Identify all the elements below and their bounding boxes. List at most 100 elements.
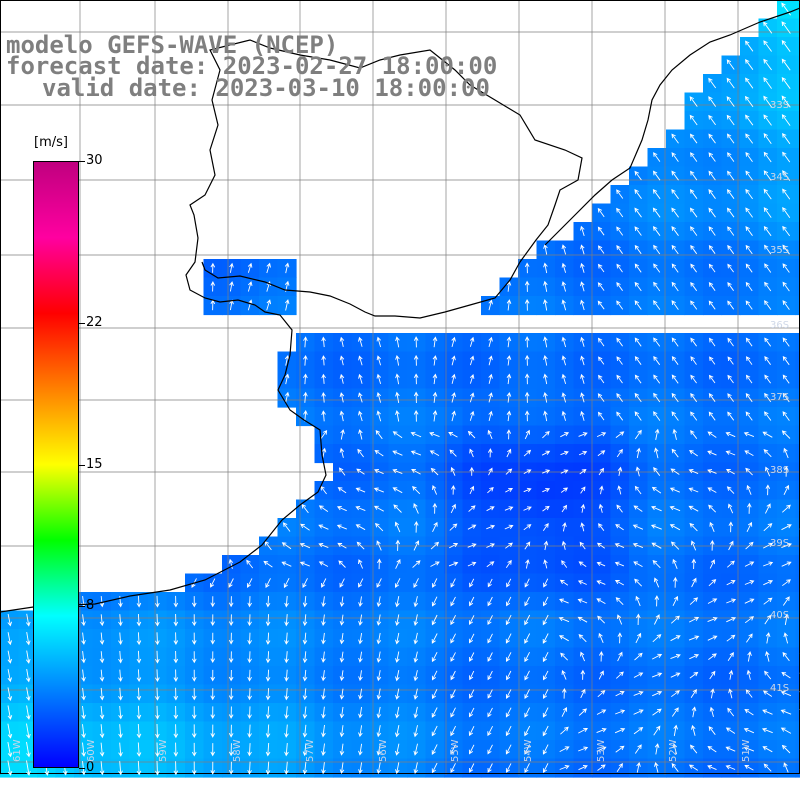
wind-arrow — [764, 374, 771, 384]
wind-arrow — [763, 449, 772, 458]
wind-arrow — [634, 170, 642, 181]
wind-arrow — [561, 336, 567, 348]
wind-arrow — [173, 595, 179, 608]
wind-arrow — [690, 152, 698, 162]
wind-speed-cell — [795, 684, 800, 704]
wind-arrow — [596, 598, 606, 604]
wind-arrow — [763, 225, 772, 237]
wind-arrow — [524, 541, 531, 550]
wind-arrow — [578, 708, 587, 716]
wind-arrow — [745, 411, 753, 421]
wind-arrow — [468, 615, 475, 626]
wind-arrow — [633, 561, 643, 567]
wind-arrow — [543, 559, 548, 569]
wind-arrow — [745, 170, 753, 181]
wind-arrow — [524, 578, 530, 588]
wind-arrow — [690, 337, 697, 347]
wind-arrow — [653, 263, 661, 273]
wind-arrow — [764, 614, 772, 625]
longitude-label: 53W — [596, 739, 607, 762]
wind-arrow — [431, 762, 438, 774]
wind-arrow — [634, 652, 643, 661]
wind-arrow — [782, 374, 790, 384]
wind-arrow — [763, 151, 772, 163]
wind-arrow — [780, 709, 792, 715]
wind-arrow — [561, 392, 567, 403]
wind-arrow — [375, 429, 383, 440]
wind-speed-cell — [795, 388, 800, 408]
wind-arrow — [727, 170, 735, 181]
wind-arrow — [432, 355, 438, 366]
wind-arrow — [392, 450, 403, 456]
wind-arrow — [395, 596, 400, 608]
wind-arrow — [376, 410, 382, 422]
wind-arrow — [577, 616, 588, 623]
wind-arrow — [451, 410, 456, 422]
wind-arrow — [634, 374, 642, 384]
wind-arrow — [155, 650, 160, 664]
wind-arrow — [303, 354, 308, 366]
wind-arrow — [413, 540, 420, 551]
wind-arrow — [210, 669, 215, 682]
latitude-label: 36S — [770, 320, 790, 331]
wind-arrow — [708, 579, 717, 587]
wind-arrow — [762, 709, 773, 715]
wind-arrow — [469, 689, 475, 699]
wind-arrow — [523, 487, 532, 493]
wind-arrow — [318, 524, 329, 530]
wind-arrow — [580, 651, 586, 662]
latitude-label: 39S — [770, 538, 790, 549]
wind-arrow — [708, 170, 716, 181]
wind-arrow — [321, 596, 326, 608]
wind-arrow — [339, 614, 345, 626]
wind-speed-cell — [795, 444, 800, 464]
wind-arrow — [118, 632, 123, 645]
wind-arrow — [561, 244, 567, 255]
wind-arrow — [469, 392, 475, 403]
wind-arrow — [597, 245, 605, 254]
wind-arrow — [413, 596, 419, 608]
wind-arrow — [318, 543, 329, 549]
wind-arrow — [542, 430, 550, 439]
wind-arrow — [468, 633, 475, 644]
wind-arrow — [598, 374, 605, 384]
wind-arrow — [707, 598, 718, 604]
wind-speed-cell — [795, 370, 800, 390]
wind-arrow — [596, 561, 606, 567]
wind-arrow — [634, 207, 642, 218]
wind-arrow — [376, 578, 382, 588]
wind-arrow — [505, 596, 512, 607]
wind-arrow — [634, 263, 642, 273]
wind-arrow — [26, 760, 31, 776]
wind-arrow — [670, 468, 680, 475]
wind-arrow — [7, 742, 13, 758]
wind-arrow — [596, 727, 607, 734]
wind-arrow — [782, 207, 791, 218]
wind-arrow — [302, 669, 308, 682]
wind-arrow — [636, 447, 641, 459]
wind-arrow — [764, 356, 771, 365]
wind-arrow — [247, 761, 252, 775]
wind-arrow — [725, 727, 736, 734]
wind-arrow — [523, 449, 532, 457]
wind-arrow — [745, 300, 753, 310]
wind-arrow — [598, 523, 605, 531]
wind-arrow — [615, 597, 624, 606]
wind-arrow — [505, 559, 512, 569]
wind-arrow — [615, 524, 624, 531]
wind-speed-cell — [795, 277, 800, 297]
wind-arrow — [782, 355, 790, 366]
wind-arrow — [451, 355, 456, 366]
wind-arrow — [654, 761, 659, 773]
wind-arrow — [395, 688, 400, 700]
wind-arrow — [432, 373, 438, 385]
wind-arrow — [81, 742, 86, 757]
wind-arrow — [376, 336, 382, 348]
wind-arrow — [633, 672, 644, 678]
wind-arrow — [560, 450, 569, 456]
wind-arrow — [654, 447, 659, 459]
wind-arrow — [376, 614, 382, 626]
wind-arrow — [652, 560, 661, 569]
wind-arrow — [524, 373, 530, 385]
wind-arrow — [634, 411, 642, 421]
